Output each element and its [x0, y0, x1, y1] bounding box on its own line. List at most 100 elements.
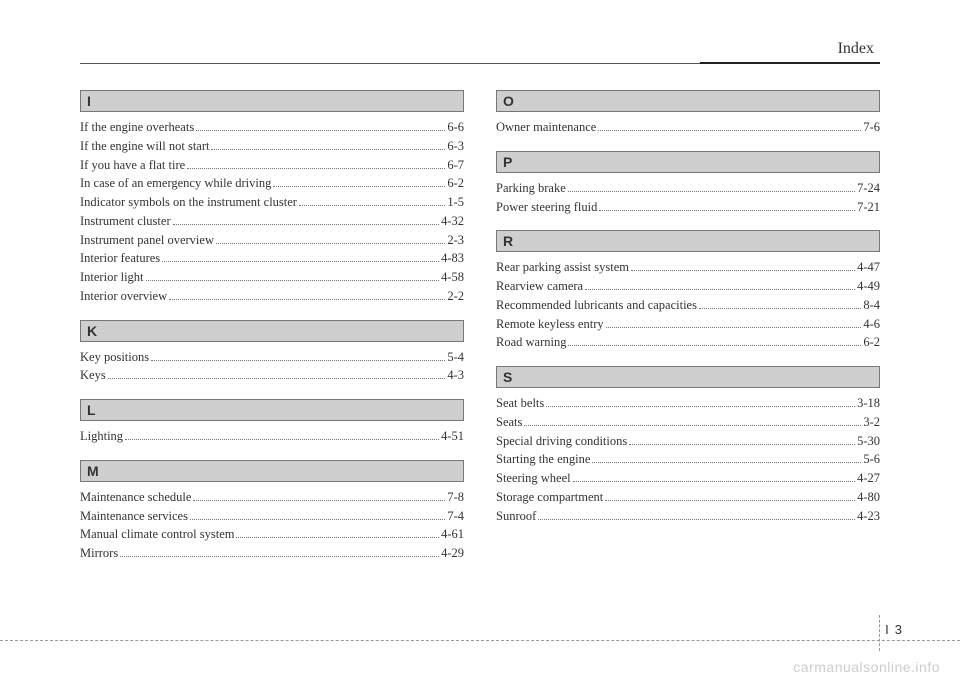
index-entry-page: 4-61 — [441, 525, 464, 544]
index-entry-page: 2-3 — [447, 231, 464, 250]
index-entry: In case of an emergency while driving 6-2 — [80, 174, 464, 193]
index-entry-label: In case of an emergency while driving — [80, 174, 271, 193]
index-entry-page: 8-4 — [863, 296, 880, 315]
index-columns: I If the engine overheats6-6If the engine… — [80, 76, 880, 563]
leader-dots — [599, 210, 855, 211]
index-entry-label: Sunroof — [496, 507, 536, 526]
leader-dots — [568, 191, 855, 192]
index-entry-label: Maintenance schedule — [80, 488, 191, 507]
leader-dots — [546, 406, 855, 407]
index-entry-page: 4-27 — [857, 469, 880, 488]
index-entry-page: 4-80 — [857, 488, 880, 507]
leader-dots — [299, 205, 445, 206]
index-entry-label: Storage compartment — [496, 488, 603, 507]
index-entry-page: 6-2 — [447, 174, 464, 193]
index-entry-page: 4-32 — [441, 212, 464, 231]
section-letter-o: O — [496, 90, 880, 112]
index-entry: Rear parking assist system4-47 — [496, 258, 880, 277]
leader-dots — [193, 500, 445, 501]
index-entry-label: Rear parking assist system — [496, 258, 629, 277]
index-entry-page: 7-4 — [447, 507, 464, 526]
index-entry: Indicator symbols on the instrument clus… — [80, 193, 464, 212]
leader-dots — [273, 186, 445, 187]
leader-dots — [573, 481, 855, 482]
index-entry: Maintenance services7-4 — [80, 507, 464, 526]
index-entry-label: If you have a flat tire — [80, 156, 185, 175]
leader-dots — [568, 345, 861, 346]
leader-dots — [524, 425, 861, 426]
index-entry: Seats3-2 — [496, 413, 880, 432]
index-entry: Power steering fluid 7-21 — [496, 198, 880, 217]
index-entry: Keys 4-3 — [80, 366, 464, 385]
index-entry-label: Interior overview — [80, 287, 167, 306]
index-entry-page: 4-83 — [441, 249, 464, 268]
page-header: Index — [80, 40, 880, 58]
index-entry-page: 4-49 — [857, 277, 880, 296]
footer-rule — [0, 640, 960, 641]
index-entry: Owner maintenance7-6 — [496, 118, 880, 137]
leader-dots — [120, 556, 439, 557]
index-entry: Sunroof 4-23 — [496, 507, 880, 526]
index-entry: Key positions5-4 — [80, 348, 464, 367]
index-entry: If the engine overheats6-6 — [80, 118, 464, 137]
leader-dots — [216, 243, 445, 244]
index-entry-label: Special driving conditions — [496, 432, 627, 451]
leader-dots — [606, 327, 862, 328]
index-entry-label: Road warning — [496, 333, 566, 352]
index-entry-page: 4-51 — [441, 427, 464, 446]
index-entry: Steering wheel 4-27 — [496, 469, 880, 488]
section-letter-k: K — [80, 320, 464, 342]
left-column: I If the engine overheats6-6If the engine… — [80, 76, 464, 563]
index-entry: Interior features 4-83 — [80, 249, 464, 268]
index-entry-label: Owner maintenance — [496, 118, 596, 137]
index-entry: Seat belts3-18 — [496, 394, 880, 413]
leader-dots — [598, 130, 861, 131]
index-entry-label: Interior light — [80, 268, 144, 287]
index-entry-label: Seat belts — [496, 394, 544, 413]
index-entry-page: 7-21 — [857, 198, 880, 217]
index-entry-label: Seats — [496, 413, 522, 432]
section-letter-p: P — [496, 151, 880, 173]
index-entry-label: Manual climate control system — [80, 525, 234, 544]
index-entry-page: 5-6 — [863, 450, 880, 469]
index-entry: Remote keyless entry4-6 — [496, 315, 880, 334]
index-page: Index I If the engine overheats6-6If the … — [0, 0, 960, 689]
index-entry-page: 7-24 — [857, 179, 880, 198]
leader-dots — [125, 439, 439, 440]
index-entry: Interior light 4-58 — [80, 268, 464, 287]
index-entry-label: If the engine overheats — [80, 118, 194, 137]
index-entry-page: 4-29 — [441, 544, 464, 563]
section-letter-r: R — [496, 230, 880, 252]
leader-dots — [236, 537, 439, 538]
index-entry: Parking brake7-24 — [496, 179, 880, 198]
index-entry-label: Mirrors — [80, 544, 118, 563]
section-letter-l: L — [80, 399, 464, 421]
index-entry-label: Interior features — [80, 249, 160, 268]
index-entry-label: Power steering fluid — [496, 198, 597, 217]
index-entry-label: Starting the engine — [496, 450, 590, 469]
index-entry-label: Rearview camera — [496, 277, 583, 296]
leader-dots — [169, 299, 445, 300]
leader-dots — [162, 261, 439, 262]
index-entry: Maintenance schedule 7-8 — [80, 488, 464, 507]
index-entry-page: 4-3 — [447, 366, 464, 385]
index-entry-label: Instrument cluster — [80, 212, 171, 231]
index-entry: Rearview camera 4-49 — [496, 277, 880, 296]
leader-dots — [173, 224, 439, 225]
index-entry-page: 4-23 — [857, 507, 880, 526]
leader-dots — [146, 280, 440, 281]
index-entry-label: Steering wheel — [496, 469, 571, 488]
index-entry-page: 7-8 — [447, 488, 464, 507]
index-entry: Starting the engine 5-6 — [496, 450, 880, 469]
index-entry-label: Instrument panel overview — [80, 231, 214, 250]
header-rule — [80, 62, 880, 64]
index-entry-label: Keys — [80, 366, 106, 385]
index-entry-page: 4-58 — [441, 268, 464, 287]
section-letter-i: I — [80, 90, 464, 112]
index-entry: Storage compartment 4-80 — [496, 488, 880, 507]
leader-dots — [187, 168, 445, 169]
index-entry-page: 6-3 — [447, 137, 464, 156]
leader-dots — [538, 519, 855, 520]
index-entry: Road warning6-2 — [496, 333, 880, 352]
index-entry-page: 4-6 — [863, 315, 880, 334]
